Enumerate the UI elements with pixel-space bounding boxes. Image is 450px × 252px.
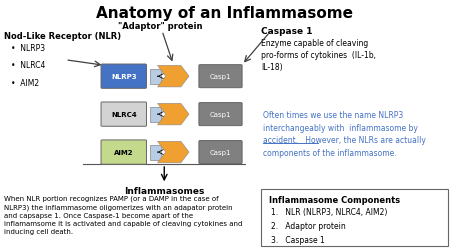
Text: Caspase 1: Caspase 1 [261,26,312,36]
Text: Casp1: Casp1 [210,149,231,155]
Text: Inflammasome Components: Inflammasome Components [269,195,400,204]
Text: •  AIM2: • AIM2 [11,78,40,87]
FancyBboxPatch shape [199,66,242,88]
Text: 2.   Adaptor protein: 2. Adaptor protein [271,221,346,230]
Polygon shape [158,104,189,125]
Text: AIM2: AIM2 [114,149,134,155]
FancyBboxPatch shape [261,189,448,246]
Text: Inflammasomes: Inflammasomes [124,186,204,195]
Text: •  NLRC4: • NLRC4 [11,61,45,70]
Polygon shape [158,66,189,87]
Text: Anatomy of an Inflammasome: Anatomy of an Inflammasome [96,6,354,21]
Text: Casp1: Casp1 [210,74,231,80]
Text: Casp1: Casp1 [210,112,231,118]
Text: 1.   NLR (NLRP3, NLRC4, AIM2): 1. NLR (NLRP3, NLRC4, AIM2) [271,207,388,216]
FancyBboxPatch shape [101,140,147,165]
Text: Nod-Like Receptor (NLR): Nod-Like Receptor (NLR) [4,32,122,41]
Text: "Adaptor" protein: "Adaptor" protein [117,21,202,30]
FancyBboxPatch shape [149,107,162,122]
FancyBboxPatch shape [199,103,242,126]
Text: 3.   Caspase 1: 3. Caspase 1 [271,235,325,244]
FancyBboxPatch shape [101,103,147,127]
Text: When NLR portion recognizes PAMP (or a DAMP in the case of
NLRP3) the inflammaso: When NLR portion recognizes PAMP (or a D… [4,195,243,234]
FancyBboxPatch shape [149,70,162,84]
FancyBboxPatch shape [101,65,147,89]
Text: •  NLRP3: • NLRP3 [11,44,45,53]
FancyBboxPatch shape [149,145,162,160]
Text: Enzyme capable of cleaving
pro-forms of cytokines  (IL-1b,
IL-18): Enzyme capable of cleaving pro-forms of … [261,39,376,72]
Text: NLRP3: NLRP3 [111,74,136,80]
Text: NLRC4: NLRC4 [111,112,137,118]
Polygon shape [158,142,189,163]
FancyBboxPatch shape [199,141,242,164]
Text: Often times we use the name NLRP3
interchangeably with  inflammasome by
accident: Often times we use the name NLRP3 interc… [263,111,426,157]
